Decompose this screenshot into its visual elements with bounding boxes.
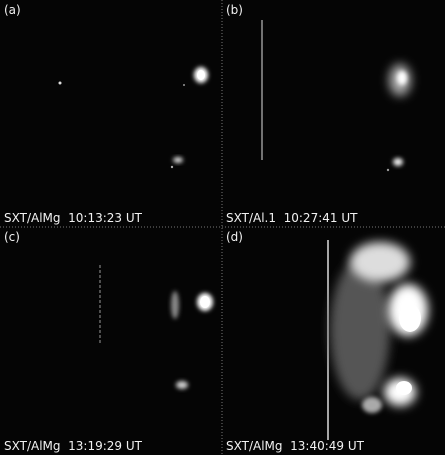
panel-label: (a)	[4, 3, 21, 17]
panel-label: (d)	[226, 230, 243, 244]
panel-caption: SXT/AlMg 13:19:29 UT	[4, 439, 143, 453]
figure: (a) (b) (c) (d) SXT/AlMg 10:13:23 UT SXT…	[0, 0, 445, 455]
panel-label: (b)	[226, 3, 243, 17]
panel-caption: SXT/AlMg 13:40:49 UT	[226, 439, 365, 453]
panel-caption: SXT/Al.1 10:27:41 UT	[226, 211, 358, 225]
panel-label: (c)	[4, 230, 20, 244]
panel-caption: SXT/AlMg 10:13:23 UT	[4, 211, 143, 225]
